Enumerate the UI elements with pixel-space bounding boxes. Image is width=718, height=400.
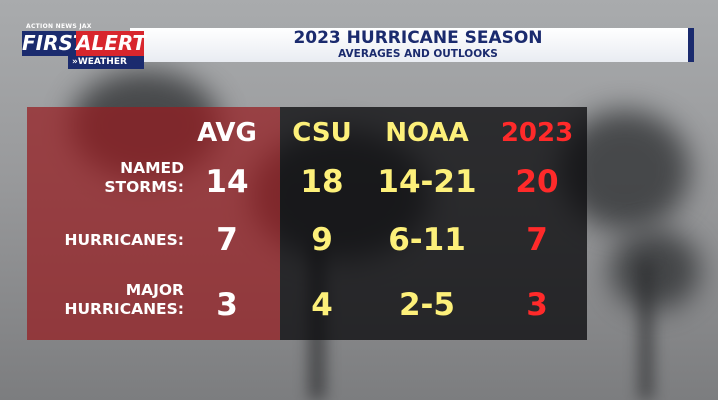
column-header-noaa: NOAA bbox=[385, 118, 469, 148]
title-bar bbox=[130, 28, 694, 62]
major-hurricanes-noaa: 2-5 bbox=[398, 287, 455, 323]
hurricanes-csu: 9 bbox=[311, 222, 333, 258]
named-storms-noaa: 14-21 bbox=[377, 164, 477, 200]
row-label-major-hurricanes: MAJOR HURRICANES: bbox=[64, 281, 185, 318]
major-hurricanes-csu: 4 bbox=[311, 287, 333, 323]
page-title: 2023 HURRICANE SEASON bbox=[293, 28, 543, 48]
hurricanes-avg: 7 bbox=[216, 222, 238, 258]
column-header-avg: AVG bbox=[197, 118, 257, 148]
first-alert-weather-logo: ACTION NEWS JAX FIRST ALERT »WEATHER bbox=[18, 23, 148, 69]
column-header-csu: CSU bbox=[292, 118, 352, 148]
named-storms-2023: 20 bbox=[515, 164, 559, 200]
row-label-hurricanes: HURRICANES: bbox=[64, 231, 185, 249]
page-subtitle: AVERAGES AND OUTLOOKS bbox=[338, 48, 498, 60]
title-block: 2023 HURRICANE SEASON AVERAGES AND OUTLO… bbox=[148, 28, 688, 62]
logo-weather: »WEATHER bbox=[68, 56, 144, 69]
outlook-columns-panel bbox=[280, 107, 587, 340]
major-hurricanes-avg: 3 bbox=[216, 287, 238, 323]
major-hurricanes-2023: 3 bbox=[526, 287, 548, 323]
row-label-named-storms: NAMED STORMS: bbox=[104, 159, 184, 196]
avg-column-panel bbox=[27, 107, 280, 340]
logo-station-text: ACTION NEWS JAX bbox=[26, 23, 92, 30]
graphic-header: ACTION NEWS JAX FIRST ALERT »WEATHER 202… bbox=[18, 23, 694, 69]
column-header-2023: 2023 bbox=[500, 118, 574, 148]
hurricane-outlook-table: AVG CSU NOAA 2023 NAMED STORMS: 14 18 14… bbox=[27, 107, 587, 340]
logo-first: FIRST bbox=[22, 31, 87, 56]
hurricanes-noaa: 6-11 bbox=[388, 222, 466, 258]
logo-alert: ALERT bbox=[76, 31, 147, 56]
hurricanes-2023: 7 bbox=[526, 222, 548, 258]
named-storms-csu: 18 bbox=[300, 164, 344, 200]
named-storms-avg: 14 bbox=[205, 164, 249, 200]
